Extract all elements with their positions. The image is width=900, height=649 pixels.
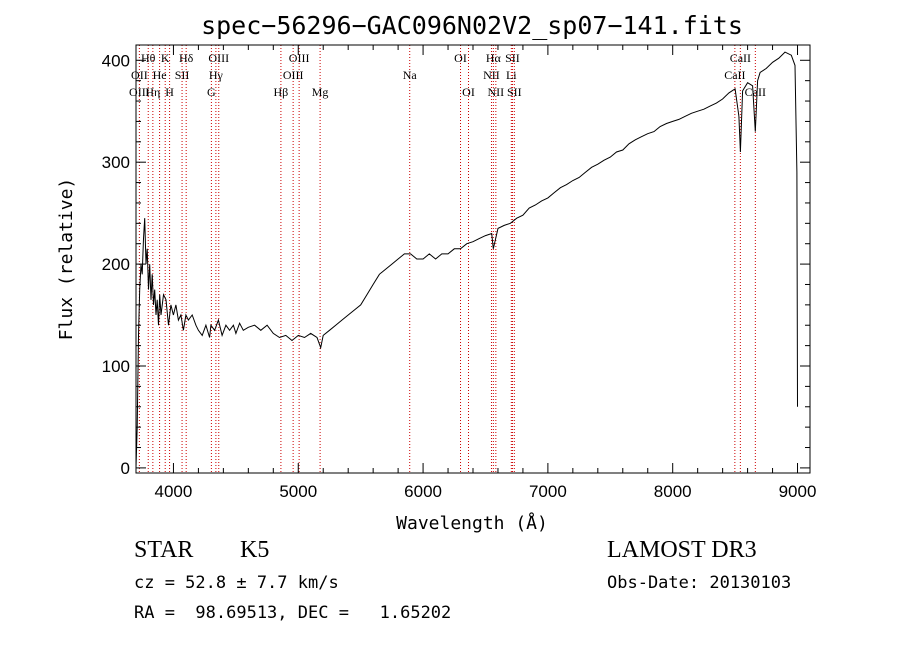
- line-label: OIII: [129, 85, 150, 99]
- x-tick-label: 5000: [279, 482, 317, 501]
- spectrum-line: [135, 51, 798, 468]
- redshift-value: cz = 52.8 ± 7.7 km/s: [134, 573, 339, 593]
- emission-line-markers: [138, 45, 756, 473]
- coordinates: RA = 98.69513, DEC = 1.65202: [134, 603, 452, 623]
- line-label: OIII: [289, 51, 310, 65]
- y-tick-label: 300: [102, 153, 130, 172]
- y-axis-label: Flux (relative): [56, 178, 77, 341]
- line-label: Hδ: [179, 51, 194, 65]
- x-tick-label: 7000: [529, 482, 567, 501]
- y-tick-label: 400: [102, 51, 130, 70]
- line-label: He: [153, 68, 167, 82]
- x-tick-label: 8000: [654, 482, 692, 501]
- line-label: Na: [403, 68, 418, 82]
- y-tick-label: 200: [102, 255, 130, 274]
- line-label: CaII: [745, 85, 766, 99]
- x-tick-label: 4000: [155, 482, 193, 501]
- line-label: Hγ: [209, 68, 224, 82]
- line-label: H: [165, 85, 174, 99]
- line-label: Li: [506, 68, 517, 82]
- line-label: G: [207, 85, 216, 99]
- line-label: Hθ: [141, 51, 156, 65]
- survey-name: LAMOST DR3: [607, 537, 757, 563]
- line-label: OIII: [208, 51, 229, 65]
- line-label: OI: [462, 85, 475, 99]
- y-tick-label: 100: [102, 357, 130, 376]
- line-label: Hα: [486, 51, 502, 65]
- line-label: SII: [507, 85, 522, 99]
- x-tick-label: 6000: [404, 482, 442, 501]
- y-tick-label: 0: [121, 459, 130, 478]
- line-label: CaII: [730, 51, 751, 65]
- object-subclass: K5: [240, 537, 270, 563]
- line-label: OI: [454, 51, 467, 65]
- observation-date: Obs-Date: 20130103: [607, 573, 792, 593]
- chart-title: spec−56296−GAC096N02V2_sp07−141.fits: [201, 11, 743, 40]
- line-label: CaII: [724, 68, 745, 82]
- line-label: SII: [175, 68, 190, 82]
- line-label: Hβ: [274, 85, 289, 99]
- line-label: Hη: [145, 85, 160, 99]
- line-label: K: [161, 51, 170, 65]
- line-label: NII: [483, 68, 500, 82]
- x-tick-label: 9000: [779, 482, 817, 501]
- x-axis-label: Wavelength (Å): [396, 512, 548, 534]
- line-label: NII: [488, 85, 505, 99]
- line-label: Mg: [312, 85, 329, 99]
- line-label: OII: [131, 68, 148, 82]
- object-type: STAR: [134, 537, 194, 563]
- line-label: SII: [505, 51, 520, 65]
- line-label: OIII: [283, 68, 304, 82]
- axis-ticks: 4000 5000 6000 7000 8000 9000 0 100 200 300 400: [102, 45, 817, 501]
- plot-frame: [135, 44, 811, 474]
